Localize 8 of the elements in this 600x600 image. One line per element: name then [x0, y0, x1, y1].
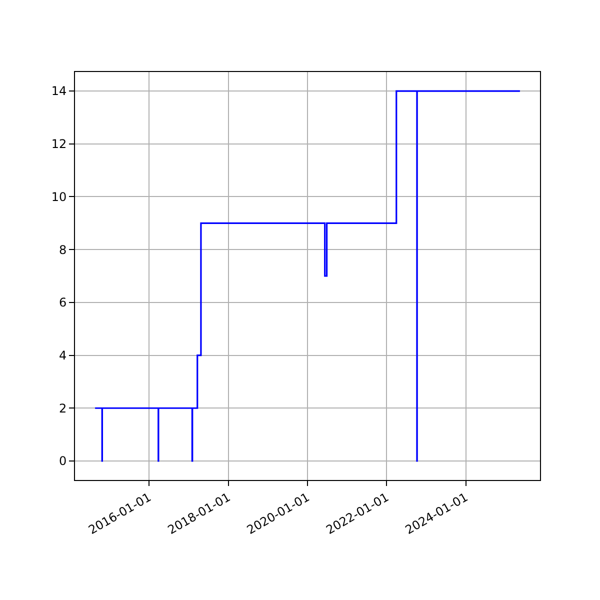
y-tick-label: 12 — [51, 137, 67, 152]
y-tick-label: 14 — [51, 84, 67, 98]
y-tick-label: 2 — [58, 401, 67, 416]
y-tick-label: 0 — [58, 454, 67, 468]
y-tick-label: 10 — [51, 190, 67, 204]
y-tick-label: 8 — [58, 242, 67, 257]
y-tick-label: 6 — [58, 296, 67, 310]
y-tick-label: 4 — [58, 348, 67, 362]
